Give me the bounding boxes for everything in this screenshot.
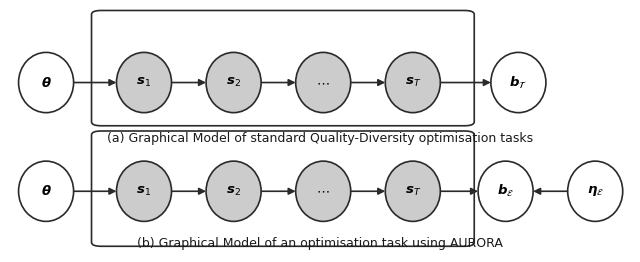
Text: (a) Graphical Model of standard Quality-Diversity optimisation tasks: (a) Graphical Model of standard Quality-…	[107, 132, 533, 145]
Ellipse shape	[296, 161, 351, 221]
Ellipse shape	[385, 161, 440, 221]
Text: $\boldsymbol{s}_2$: $\boldsymbol{s}_2$	[226, 76, 241, 89]
Ellipse shape	[478, 161, 533, 221]
Ellipse shape	[206, 52, 261, 113]
Ellipse shape	[296, 52, 351, 113]
Text: $\boldsymbol{s}_1$: $\boldsymbol{s}_1$	[136, 76, 152, 89]
Text: $\boldsymbol{\theta}$: $\boldsymbol{\theta}$	[41, 75, 51, 90]
Ellipse shape	[19, 161, 74, 221]
Ellipse shape	[206, 161, 261, 221]
Text: $\boldsymbol{s}_2$: $\boldsymbol{s}_2$	[226, 185, 241, 198]
Ellipse shape	[19, 52, 74, 113]
Text: $\boldsymbol{b}_{\mathcal{E}}$: $\boldsymbol{b}_{\mathcal{E}}$	[497, 183, 514, 199]
Text: $\cdots$: $\cdots$	[316, 185, 330, 198]
Text: (b) Graphical Model of an optimisation task using AURORA: (b) Graphical Model of an optimisation t…	[137, 237, 503, 250]
Text: $\boldsymbol{s}_1$: $\boldsymbol{s}_1$	[136, 185, 152, 198]
Ellipse shape	[116, 52, 172, 113]
Text: $\boldsymbol{s}_T$: $\boldsymbol{s}_T$	[404, 76, 421, 89]
Ellipse shape	[116, 161, 172, 221]
Ellipse shape	[491, 52, 546, 113]
Ellipse shape	[568, 161, 623, 221]
Text: $\boldsymbol{s}_T$: $\boldsymbol{s}_T$	[404, 185, 421, 198]
Text: $\boldsymbol{b}_{\mathcal{T}}$: $\boldsymbol{b}_{\mathcal{T}}$	[509, 74, 527, 91]
Text: $\cdots$: $\cdots$	[316, 76, 330, 89]
Ellipse shape	[385, 52, 440, 113]
Text: $\boldsymbol{\eta}_{\mathcal{E}}$: $\boldsymbol{\eta}_{\mathcal{E}}$	[587, 184, 604, 198]
Text: $\boldsymbol{\theta}$: $\boldsymbol{\theta}$	[41, 184, 51, 198]
